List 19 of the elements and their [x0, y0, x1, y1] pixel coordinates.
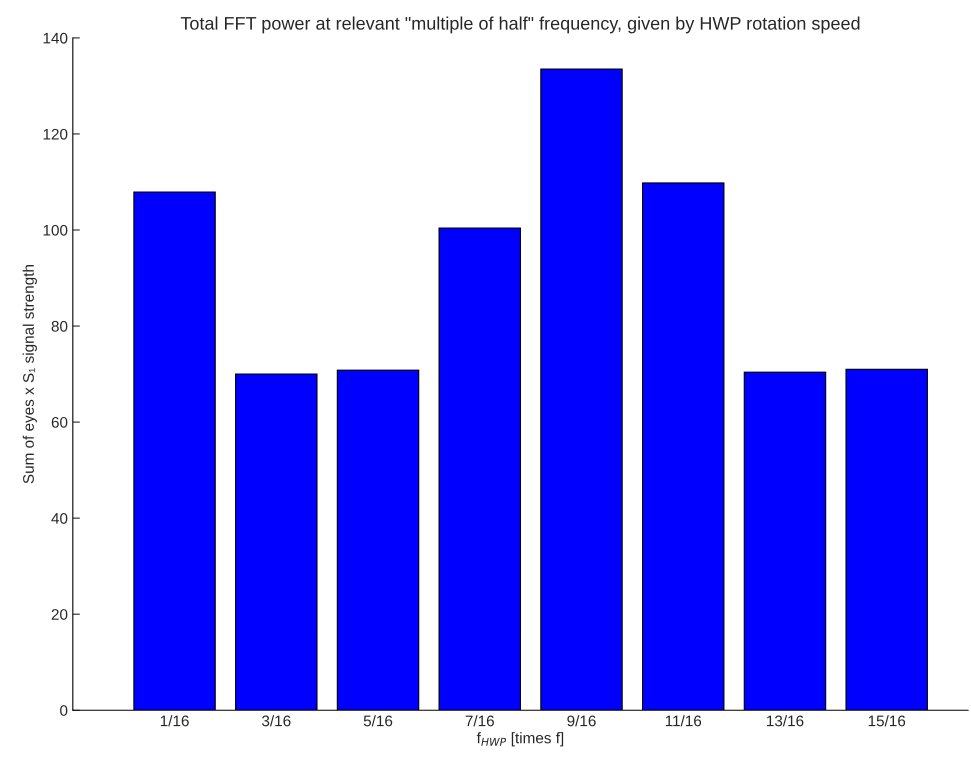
y-tick-label: 40: [51, 513, 68, 524]
x-tick-label: 3/16: [262, 715, 290, 726]
x-tick-label: 15/16: [868, 715, 906, 726]
x-tick-label: 1/16: [160, 715, 189, 726]
y-tick-label: 0: [60, 705, 68, 716]
y-tick-label: 100: [44, 224, 68, 236]
x-tick-label: 5/16: [364, 715, 392, 726]
y-axis-title: Sum of eyes x S₁ signal strength: [22, 265, 37, 484]
x-tick-label: 7/16: [466, 715, 494, 726]
x-tick-label: 9/16: [567, 715, 596, 726]
x-axis-title: f$_{HWP}$ [times f]: [476, 732, 564, 746]
y-tick-label: 60: [52, 416, 68, 428]
x-tick-label: 13/16: [767, 715, 804, 726]
y-tick-label: 140: [44, 32, 68, 44]
y-tick-label: 120: [44, 128, 68, 140]
chart-title: Total FFT power at relevant "multiple of half" frequency, given by HWP rotation speed: [180, 16, 860, 34]
y-tick-label: 80: [52, 320, 68, 332]
x-tick-label: 11/16: [666, 715, 702, 726]
y-tick-label: 20: [52, 609, 68, 620]
